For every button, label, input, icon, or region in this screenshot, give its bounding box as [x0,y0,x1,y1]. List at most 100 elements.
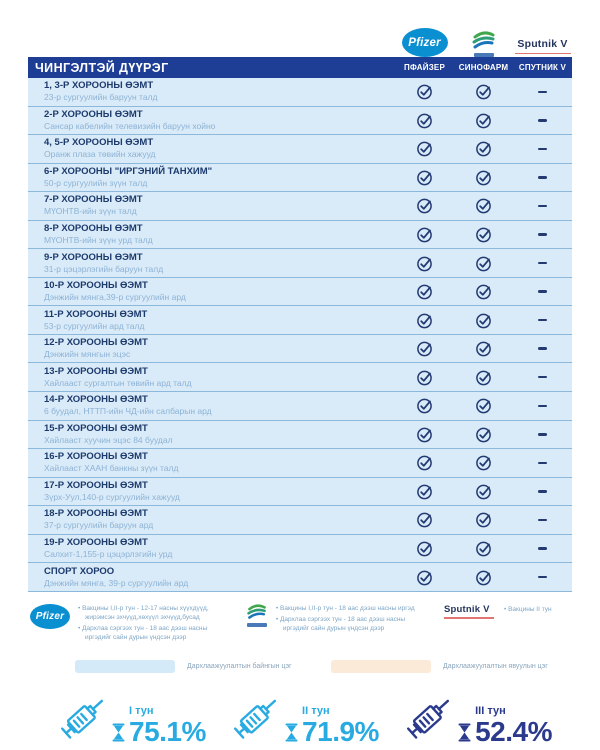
table-row: 10-Р ХОРООНЫ ӨЭМТ Дэнжийн мянга,39-р сур… [28,277,572,307]
footnote-line: Вакцины I,II-р тун - 18 аас дээш насны и… [276,604,426,613]
site-name: СПОРТ ХОРОО [44,565,115,577]
dash-icon [538,518,547,522]
sputnik-footnote: Sputnik V Вакцины II тун [444,604,574,644]
sinopharm-waves-icon [247,604,266,619]
pfizer-logo-text: Pfizer [408,36,441,49]
dash-icon [538,119,547,122]
sinopharm-footnote-list: Вакцины I,II-р тун - 18 аас дээш насны и… [276,604,426,635]
check-icon [417,256,432,271]
table-row: 16-Р ХОРООНЫ ӨЭМТ Хайлааст ХААН банкны з… [28,449,572,478]
sinopharm-footnote: Вакцины I,II-р тун - 18 аас дээш насны и… [246,604,444,644]
site-info: 11-Р ХОРООНЫ ӨЭМТ 53-р сургуулийн ард та… [28,309,395,332]
site-name: 4, 5-Р ХОРООНЫ ӨЭМТ [44,137,154,149]
pfizer-cell [395,140,454,157]
site-location: 50-р сургуулийн зүүн талд [44,177,148,188]
footnote-line: Дархлаа сэргээх тун - 18 аас дээш насны … [276,615,426,633]
site-location: Дэнжийн мянгын эцэс [44,349,131,360]
sinopharm-cell [454,140,513,157]
check-icon [476,313,491,328]
sinopharm-cell [454,369,513,386]
table-row: 6-Р ХОРООНЫ "ИРГЭНИЙ ТАНХИМ" 50-р сургуу… [28,163,572,193]
pfizer-cell [395,197,454,214]
pfizer-cell [395,454,454,471]
site-location: 23-р сургуулийн баруун талд [44,92,158,103]
table-row: 7-Р ХОРООНЫ ӨЭМТ МҮОНТВ-ийн зүүн талд [28,192,572,221]
pfizer-logo-small: Pfizer [30,603,70,629]
dose-1-value: 75.1% [129,715,206,747]
sputnik-logo-text: Sputnik V [517,38,568,50]
dose-2-value: 71.9% [302,715,379,747]
dose-1-label: I тун [129,704,154,717]
site-info: СПОРТ ХОРОО Дэнжийн мянга, 39-р сургуули… [28,566,395,589]
dose-stat: I тун 75.1% [58,691,206,745]
pfizer-logo: Pfizer [401,28,448,57]
sputnik-cell [513,119,572,122]
vaccination-table: 1, 3-Р ХОРООНЫ ӨЭМТ 23-р сургуулийн бару… [28,78,572,592]
site-info: 10-Р ХОРООНЫ ӨЭМТ Дэнжийн мянга,39-р сур… [28,280,395,303]
site-location: Хайлааст сургалтын төвийн ард талд [44,377,192,388]
table-row: 19-Р ХОРООНЫ ӨЭМТ Салхит-1,155-р цэцэрлэ… [28,534,572,564]
dash-icon [538,433,547,436]
site-name: 2-Р ХОРООНЫ ӨЭМТ [44,108,143,120]
check-icon [476,284,491,300]
sinopharm-cell [454,540,513,557]
pfizer-cell [395,340,454,357]
sinopharm-cell [454,226,513,243]
dash-icon [538,376,547,379]
check-icon [417,541,432,557]
site-info: 14-Р ХОРООНЫ ӨЭМТ 6 буудал, НТТП-ийн ЧД-… [28,394,395,417]
site-location: Зүрх-Уул,140-р сургуулийн хажууд [44,491,180,502]
table-row: 4, 5-Р ХОРООНЫ ӨЭМТ Оранж плаза төвийн х… [28,135,572,164]
sputnik-footnote-list: Вакцины II тун [504,605,574,616]
site-info: 17-Р ХОРООНЫ ӨЭМТ Зүрх-Уул,140-р сургуул… [28,480,395,503]
sinopharm-cell [454,340,513,357]
check-icon [417,84,432,100]
site-info: 8-Р ХОРООНЫ ӨЭМТ МҮОНТВ-ийн зүүн урд тал… [28,223,395,246]
site-info: 9-Р ХОРООНЫ ӨЭМТ 31-р цэцэрлэгийн баруун… [28,252,395,275]
dash-icon [538,290,547,293]
sinopharm-caption-bar [473,53,494,57]
table-row: 18-Р ХОРООНЫ ӨЭМТ 37-р сургуулийн баруун… [28,506,572,535]
fixed-point-label: Дархлаажуулалтын байнгын цэг [187,662,292,670]
site-name: 8-Р ХОРООНЫ ӨЭМТ [44,223,143,234]
site-location: МҮОНТВ-ийн зүүн урд талд [44,235,153,245]
table-row: 17-Р ХОРООНЫ ӨЭМТ Зүрх-Уул,140-р сургуул… [28,477,572,507]
check-icon [417,142,432,157]
site-location: Дэнжийн мянга, 39-р сургуулийн ард [44,577,189,588]
check-icon [476,142,491,157]
check-icon [476,113,491,129]
check-icon [476,170,491,186]
hourglass-icon [112,723,125,742]
pfizer-cell [395,169,454,186]
dose-3-label: III тун [475,704,506,717]
table-row: 1, 3-Р ХОРООНЫ ӨЭМТ 23-р сургуулийн бару… [28,78,572,107]
dose-stat: III тун 52.4% [404,691,552,745]
site-name: 14-Р ХОРООНЫ ӨЭМТ [44,394,148,406]
dose-stat: II тун 71.9% [231,691,379,745]
sinopharm-logo-small [246,604,268,627]
check-icon [417,341,432,357]
pfizer-cell [395,255,454,272]
pfizer-cell [395,312,454,329]
dose-3-value: 52.4% [475,715,552,747]
dose-2-label: II тун [302,704,330,717]
sinopharm-logo [471,31,497,57]
sinopharm-cell [454,312,513,329]
fixed-point-legend: Дархлаажуулалтын байнгын цэг [75,659,331,673]
site-info: 4, 5-Р ХОРООНЫ ӨЭМТ Оранж плаза төвийн х… [28,137,395,160]
sputnik-cell [513,347,572,350]
check-icon [417,570,432,585]
sinopharm-cell [454,454,513,471]
site-info: 13-Р ХОРООНЫ ӨЭМТ Хайлааст сургалтын төв… [28,366,395,389]
column-header-sinopharm: СИНОФАРМ [458,63,509,72]
sinopharm-cell [454,397,513,414]
mobile-point-label: Дархлаажуулалтын явуулын цэг [443,662,548,670]
sputnik-logo-small: Sputnik V [444,604,494,619]
site-info: 16-Р ХОРООНЫ ӨЭМТ Хайлааст ХААН банкны з… [28,451,395,474]
table-row: 11-Р ХОРООНЫ ӨЭМТ 53-р сургуулийн ард та… [28,306,572,335]
pfizer-footnote: Pfizer Вакцины I,II-р тун - 12-17 насны … [30,603,246,644]
fixed-point-swatch [75,659,175,673]
sputnik-cell [513,318,572,322]
check-icon [417,227,432,243]
